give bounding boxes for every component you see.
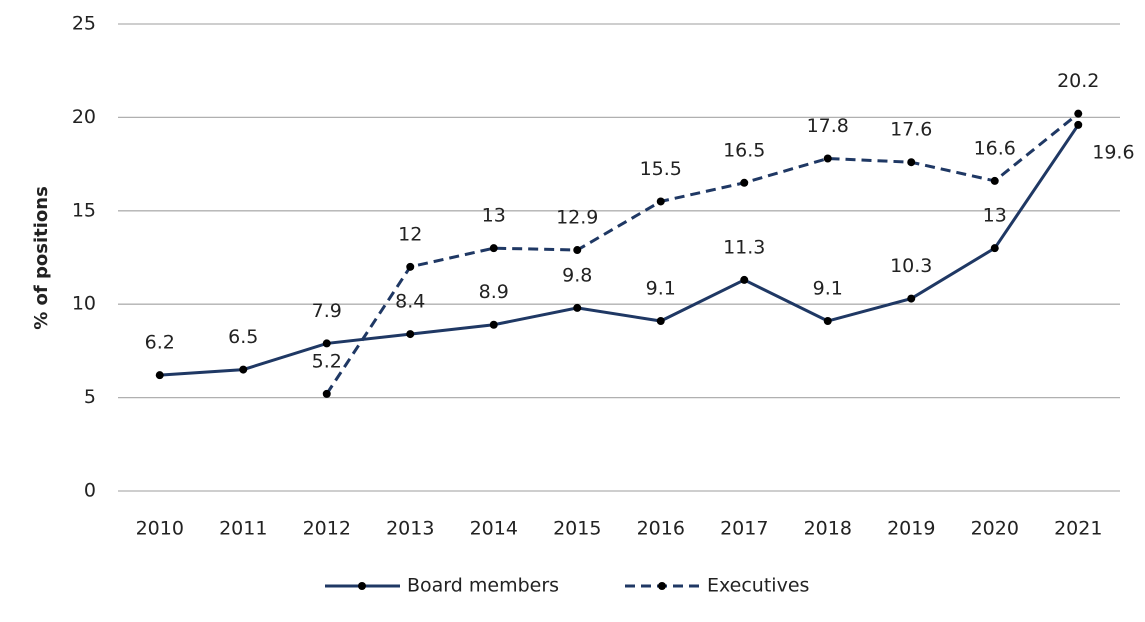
point [907, 294, 916, 303]
legend-label: Executives [707, 575, 809, 597]
point [322, 389, 331, 398]
point [489, 320, 498, 329]
legend-marker [658, 582, 666, 590]
x-tick-label: 2010 [136, 518, 184, 540]
data-label: 6.5 [228, 326, 258, 348]
data-label: 20.2 [1057, 70, 1099, 92]
y-tick-label: 25 [72, 13, 96, 35]
point [656, 317, 665, 326]
point [740, 275, 749, 284]
point [406, 262, 415, 271]
x-tick-label: 2018 [804, 518, 852, 540]
data-label: 19.6 [1092, 141, 1134, 163]
point [907, 158, 916, 167]
y-tick-label: 5 [84, 386, 96, 408]
point [239, 365, 248, 374]
y-tick-label: 15 [72, 199, 96, 221]
data-label: 17.8 [807, 115, 849, 137]
x-tick-label: 2013 [386, 518, 434, 540]
point [823, 154, 832, 163]
data-label: 12 [398, 223, 422, 245]
data-label: 11.3 [723, 236, 765, 258]
point [656, 197, 665, 206]
point [1074, 120, 1083, 129]
data-label: 9.1 [813, 278, 843, 300]
legend-marker [358, 582, 366, 590]
series-line [325, 112, 1080, 395]
point [740, 178, 749, 187]
data-label: 6.2 [145, 332, 175, 354]
point [1074, 109, 1083, 118]
point [573, 246, 582, 255]
y-tick-label: 0 [84, 480, 96, 502]
point [406, 330, 415, 339]
point [322, 339, 331, 348]
x-tick-label: 2015 [553, 518, 601, 540]
data-label: 8.4 [395, 291, 425, 313]
x-tick-label: 2014 [470, 518, 518, 540]
x-tick-label: 2020 [971, 518, 1019, 540]
x-tick-label: 2011 [219, 518, 267, 540]
data-label: 10.3 [890, 255, 932, 277]
point [155, 371, 164, 380]
x-tick-label: 2021 [1054, 518, 1102, 540]
series-line [159, 124, 1080, 377]
y-axis-label: % of positions [31, 186, 52, 330]
data-label: 7.9 [312, 300, 342, 322]
legend-label: Board members [407, 575, 559, 597]
point [573, 303, 582, 312]
point [990, 176, 999, 185]
point [990, 244, 999, 253]
data-label: 13 [482, 205, 506, 227]
data-label: 16.6 [974, 137, 1016, 159]
data-label: 5.2 [312, 350, 342, 372]
point [489, 244, 498, 253]
data-label: 9.1 [646, 278, 676, 300]
x-tick-label: 2016 [637, 518, 685, 540]
y-tick-label: 20 [72, 106, 96, 128]
data-label: 13 [983, 205, 1007, 227]
data-label: 15.5 [640, 158, 682, 180]
data-label: 17.6 [890, 119, 932, 141]
x-tick-label: 2019 [887, 518, 935, 540]
data-label: 12.9 [556, 207, 598, 229]
point [823, 317, 832, 326]
y-tick-label: 10 [72, 293, 96, 315]
data-label: 8.9 [479, 281, 509, 303]
data-label: 16.5 [723, 139, 765, 161]
x-tick-label: 2012 [303, 518, 351, 540]
x-tick-label: 2017 [720, 518, 768, 540]
data-label: 9.8 [562, 264, 592, 286]
